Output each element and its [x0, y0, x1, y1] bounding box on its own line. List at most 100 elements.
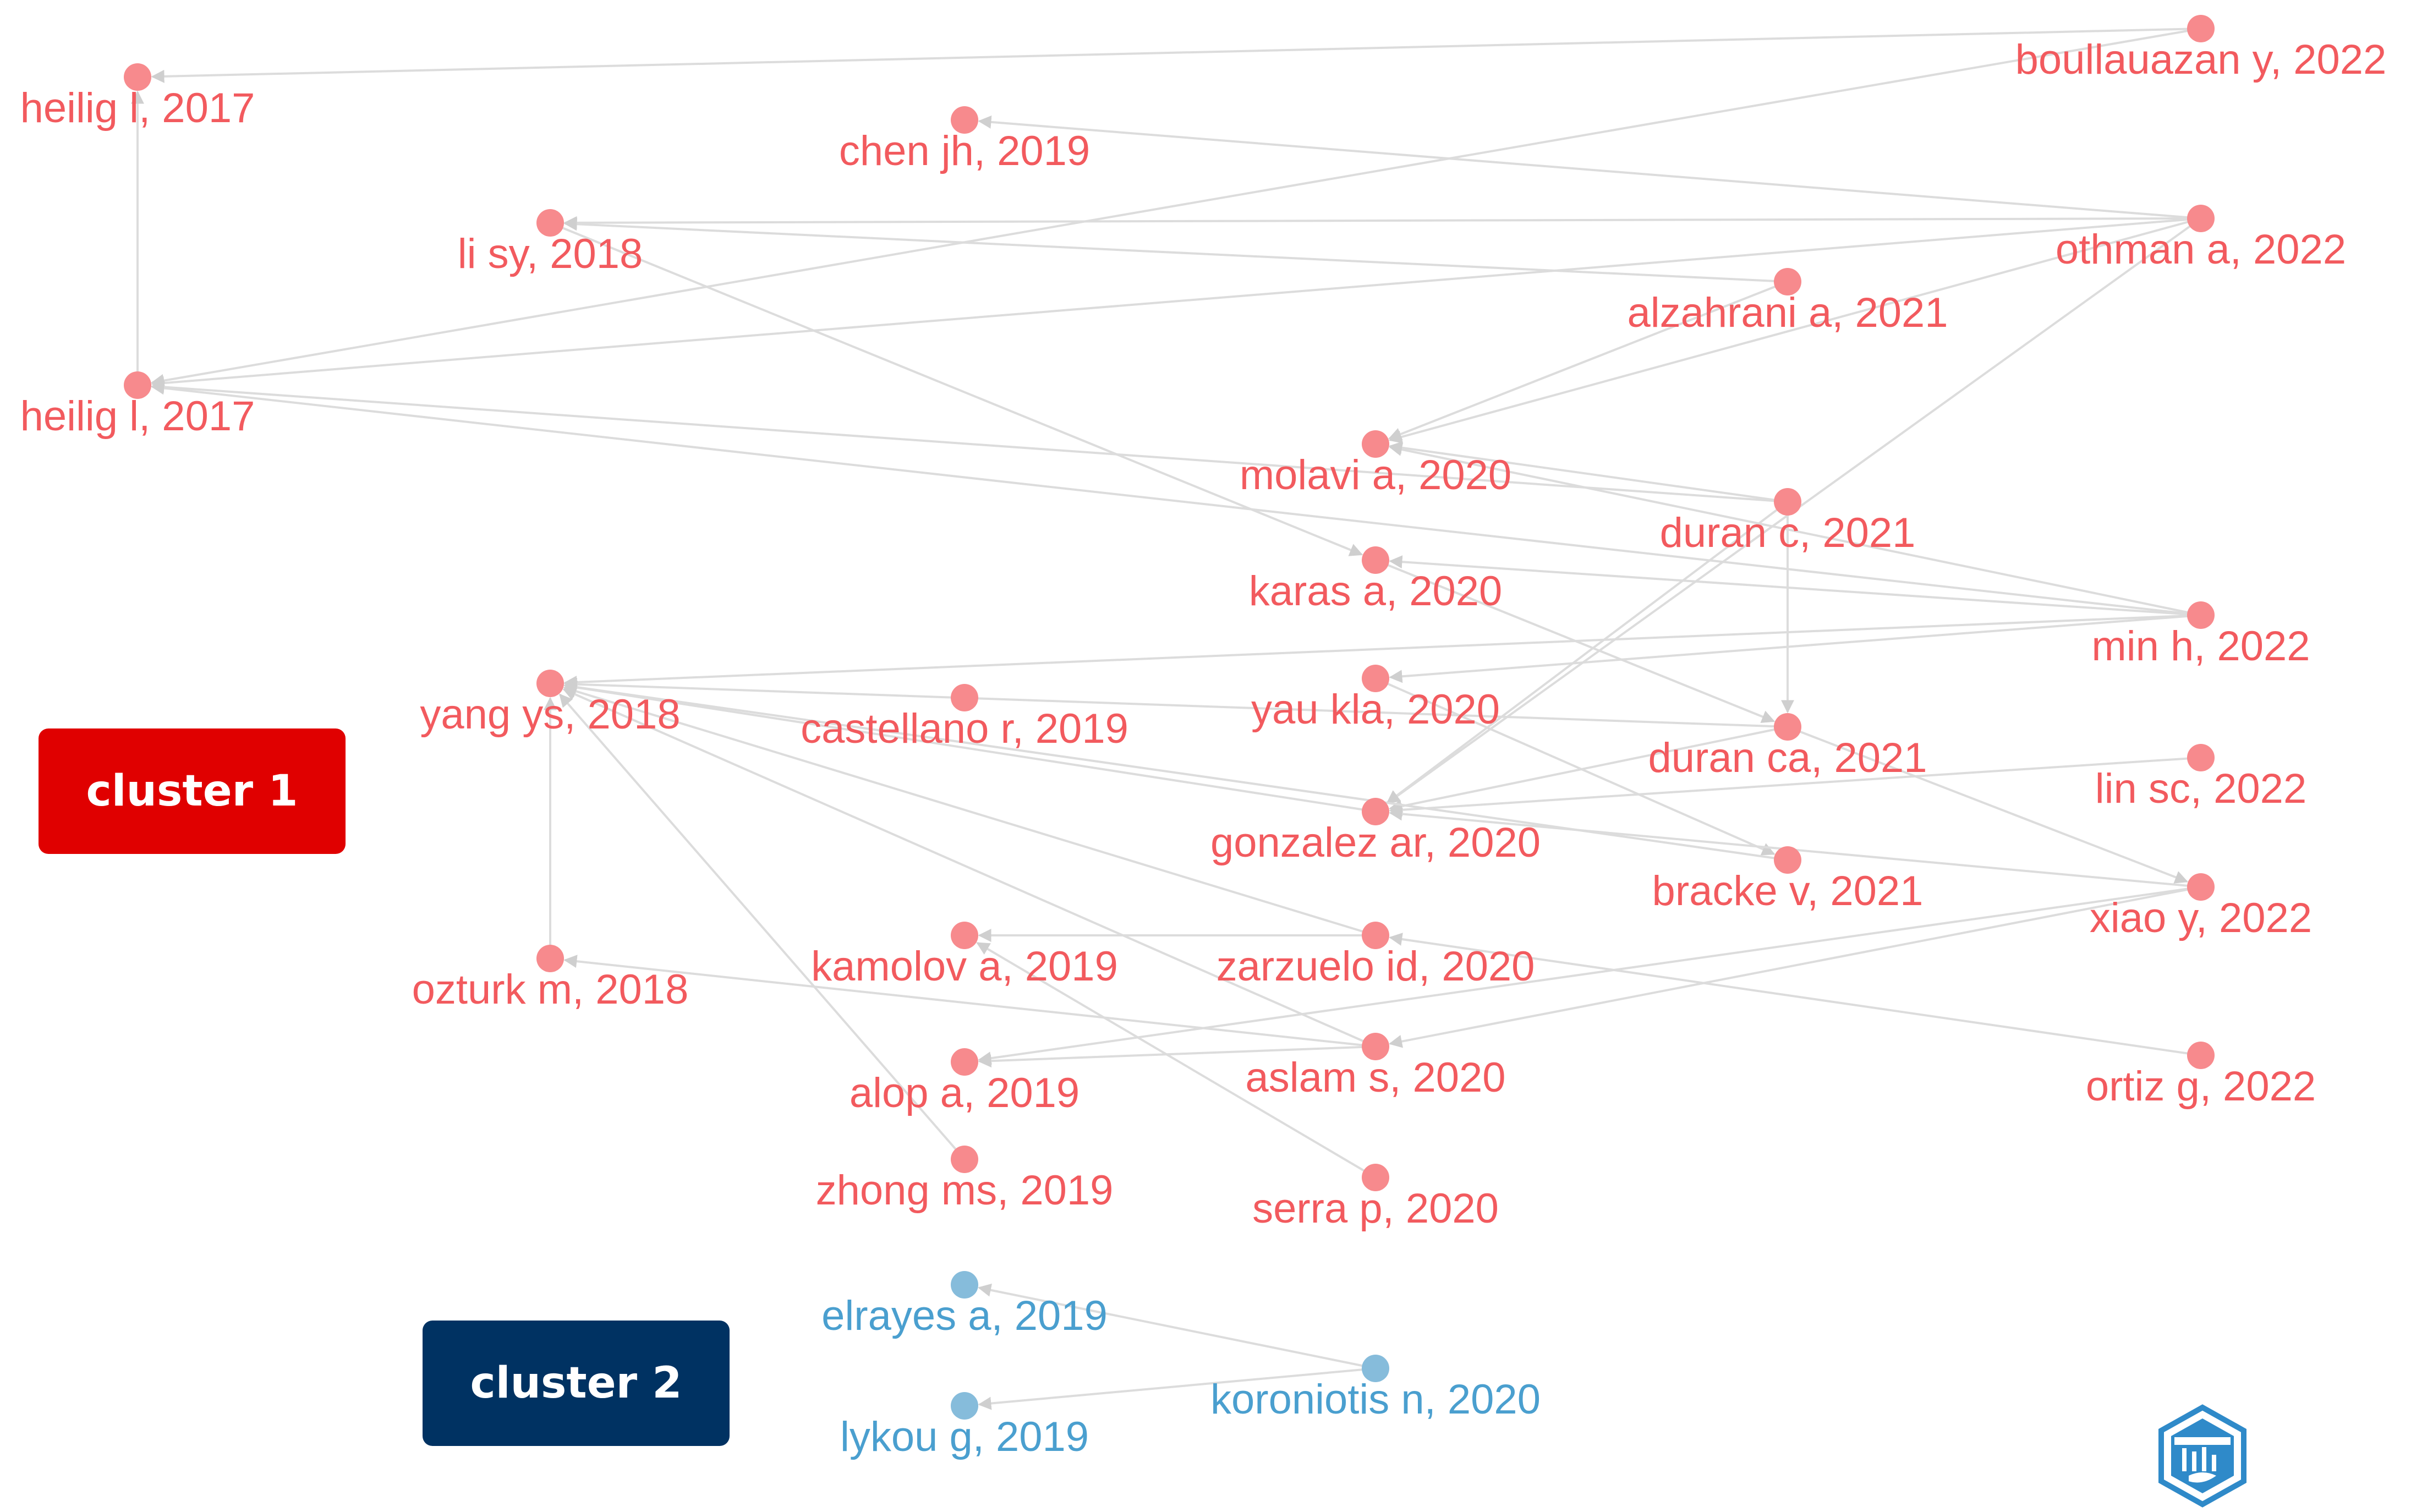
- node-alop[interactable]: [951, 1048, 978, 1076]
- citation-edge-minh-to-heilig2: [151, 381, 2201, 616]
- node-aslam[interactable]: [1362, 1033, 1389, 1060]
- citation-edge-duranc-to-molavi: [1389, 441, 1788, 503]
- citation-edge-gonzalez-to-yang: [563, 681, 1376, 813]
- node-label-duranca: duran ca, 2021: [1648, 735, 1927, 781]
- citation-edge-bracke-to-yang: [563, 680, 1788, 861]
- node-molavi[interactable]: [1362, 430, 1389, 458]
- citation-edge-xiao-to-aslam: [1389, 886, 2201, 1048]
- cluster-2-badge: cluster 2: [423, 1321, 730, 1446]
- citation-edge-othman-to-chen: [978, 115, 2201, 220]
- citation-edge-boull-to-heilig1: [151, 28, 2201, 83]
- node-label-yau: yau kla, 2020: [1251, 686, 1500, 733]
- node-heilig2[interactable]: [124, 371, 151, 399]
- node-xiao[interactable]: [2187, 873, 2215, 901]
- citation-edge-zhong-to-yang: [559, 693, 966, 1160]
- citation-edge-lisy-to-karas: [550, 222, 1363, 556]
- node-label-alop: alop a, 2019: [850, 1070, 1080, 1116]
- node-label-boull: boullauazan y, 2022: [2015, 36, 2387, 83]
- node-gonzalez[interactable]: [1362, 798, 1389, 825]
- citation-edge-alzahrani-to-lisy: [563, 217, 1788, 283]
- citation-edge-minh-to-molavi: [1389, 443, 2201, 616]
- node-heilig1[interactable]: [124, 63, 151, 91]
- node-chen[interactable]: [951, 106, 978, 134]
- node-koroniotis[interactable]: [1362, 1355, 1389, 1382]
- node-boull[interactable]: [2187, 15, 2215, 42]
- citation-edge-othman-to-lisy: [563, 216, 2201, 229]
- node-bracke[interactable]: [1774, 846, 1801, 874]
- citation-edge-minh-to-yau: [1389, 614, 2201, 683]
- citation-edge-koroniotis-to-elrayes: [978, 1283, 1376, 1369]
- node-label-bracke: bracke v, 2021: [1652, 868, 1924, 914]
- node-label-yang: yang ys, 2018: [420, 691, 680, 738]
- node-label-molavi: molavi a, 2020: [1240, 452, 1511, 498]
- node-label-linsc: lin sc, 2022: [2095, 765, 2306, 812]
- node-label-koroniotis: koroniotis n, 2020: [1210, 1376, 1541, 1423]
- node-ortiz[interactable]: [2187, 1042, 2215, 1069]
- node-label-heilig1: heilig l, 2017: [20, 85, 255, 132]
- node-label-minh: min h, 2022: [2091, 623, 2310, 670]
- cluster-1-badge: cluster 1: [39, 728, 346, 854]
- node-zarzuelo[interactable]: [1362, 922, 1389, 949]
- node-serra[interactable]: [1362, 1164, 1389, 1191]
- node-label-ozturk: ozturk m, 2018: [412, 966, 689, 1013]
- citation-edge-duranca-to-xiao: [1787, 726, 2189, 884]
- node-label-chen: chen jh, 2019: [839, 128, 1090, 174]
- edges-layer: [131, 28, 2202, 1410]
- citation-edge-duranc-to-heilig2: [151, 380, 1788, 503]
- citation-edge-aslam-to-yang: [562, 688, 1376, 1048]
- node-karas[interactable]: [1362, 546, 1389, 574]
- citation-edge-alzahrani-to-molavi: [1388, 281, 1788, 441]
- node-label-castellano: castellano r, 2019: [801, 705, 1128, 752]
- node-linsc[interactable]: [2187, 744, 2215, 771]
- citation-edge-minh-to-karas: [1389, 555, 2201, 616]
- node-label-elrayes: elrayes a, 2019: [821, 1292, 1108, 1339]
- citation-edge-serra-to-kamolov: [976, 941, 1377, 1179]
- node-duranc[interactable]: [1774, 488, 1801, 516]
- node-label-karas: karas a, 2020: [1249, 568, 1503, 615]
- citation-edge-zarzuelo-to-yang: [563, 684, 1376, 936]
- node-zhong[interactable]: [951, 1146, 978, 1173]
- node-label-lykou: lykou g, 2019: [840, 1414, 1089, 1460]
- citation-edge-ortiz-to-zarzuelo: [1389, 933, 2201, 1056]
- citation-edge-duranca-to-gonzalez: [1389, 726, 1788, 813]
- node-label-kamolov: kamolov a, 2019: [811, 943, 1118, 990]
- citation-edge-karas-to-duranca: [1375, 559, 1776, 723]
- node-label-heilig2: heilig l, 2017: [20, 393, 255, 440]
- node-label-othman: othman a, 2022: [2056, 226, 2346, 273]
- citation-edge-xiao-to-alop: [978, 886, 2201, 1065]
- labels-layer: heilig l, 2017 heilig l, 2017 chen jh, 201…: [20, 36, 2387, 1460]
- node-alzahrani[interactable]: [1774, 268, 1801, 295]
- citation-edge-koroniotis-to-lykou: [978, 1367, 1376, 1410]
- nodes-layer: [124, 15, 2215, 1420]
- node-kamolov[interactable]: [951, 922, 978, 949]
- node-minh[interactable]: [2187, 601, 2215, 629]
- node-label-aslam: aslam s, 2020: [1245, 1054, 1505, 1101]
- citation-edge-duranca-to-yang: [563, 677, 1788, 728]
- citation-edge-linsc-to-gonzalez: [1389, 757, 2201, 817]
- citation-edge-othman-to-molavi: [1388, 217, 2201, 443]
- node-othman[interactable]: [2187, 205, 2215, 232]
- node-ozturk[interactable]: [536, 945, 564, 972]
- node-label-duranc: duran c, 2021: [1660, 510, 1916, 556]
- citation-edge-duranc-to-gonzalez: [1386, 501, 1789, 804]
- citation-edge-minh-to-yang: [563, 614, 2201, 689]
- citation-edge-othman-to-heilig2: [151, 217, 2201, 390]
- node-castellano[interactable]: [951, 684, 978, 711]
- node-elrayes[interactable]: [951, 1271, 978, 1299]
- node-label-zarzuelo: zarzuelo id, 2020: [1217, 943, 1535, 990]
- node-duranca[interactable]: [1774, 713, 1801, 741]
- node-lisy[interactable]: [536, 209, 564, 237]
- node-label-ortiz: ortiz g, 2022: [2086, 1063, 2316, 1110]
- node-label-lisy: li sy, 2018: [458, 231, 643, 277]
- citation-edge-yau-to-bracke: [1375, 677, 1776, 856]
- node-label-xiao: xiao y, 2022: [2090, 895, 2312, 941]
- node-yau[interactable]: [1362, 665, 1389, 692]
- node-label-serra: serra p, 2020: [1252, 1185, 1499, 1232]
- bibliometrix-logo-icon: [2158, 1404, 2246, 1508]
- node-label-zhong: zhong ms, 2019: [816, 1167, 1114, 1214]
- citation-edge-aslam-to-alop: [978, 1045, 1376, 1068]
- node-yang[interactable]: [536, 670, 564, 697]
- node-label-gonzalez: gonzalez ar, 2020: [1210, 819, 1541, 866]
- node-lykou[interactable]: [951, 1392, 978, 1420]
